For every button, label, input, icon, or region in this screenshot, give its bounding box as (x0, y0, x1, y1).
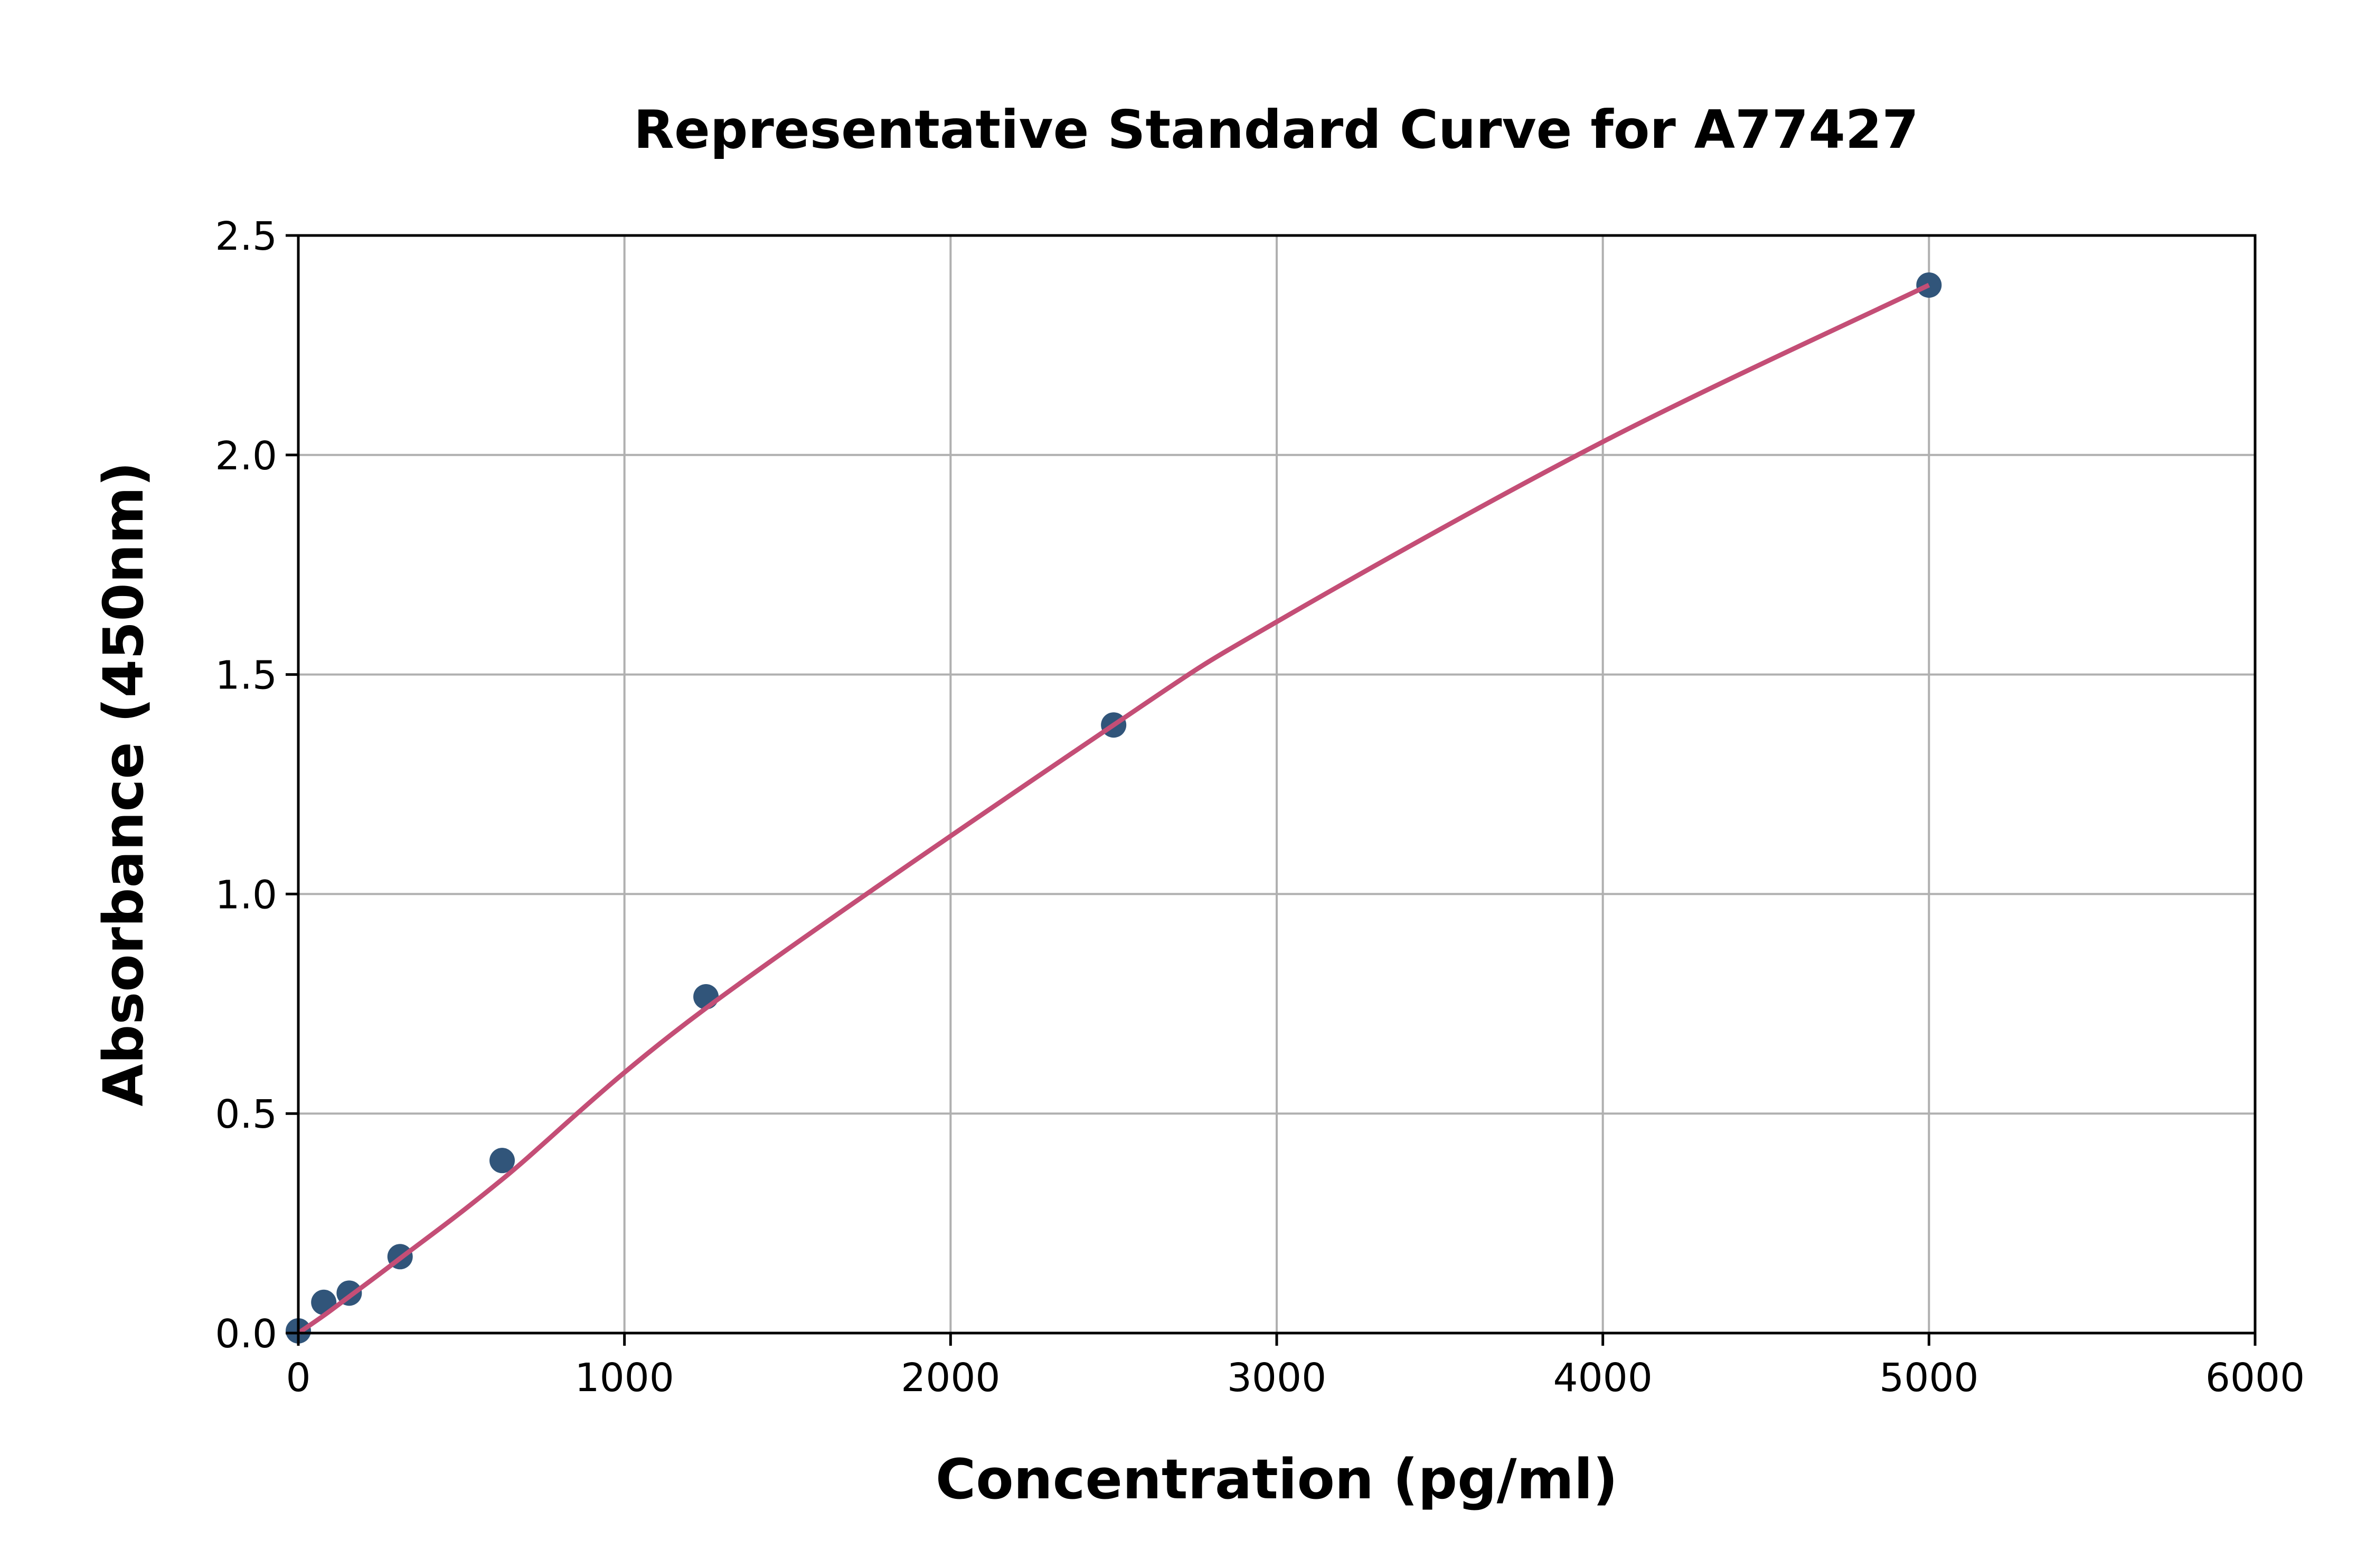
y-tick-label: 0.5 (215, 1092, 277, 1137)
y-tick-label: 1.0 (215, 872, 277, 918)
y-tick-label: 0.0 (215, 1311, 277, 1357)
x-tick-label: 3000 (1227, 1355, 1326, 1401)
y-axis-label: Absorbance (450nm) (91, 461, 156, 1106)
x-tick-label: 0 (286, 1355, 310, 1401)
y-axis-ticks: 0.0 0.5 1.0 1.5 2.0 2.5 (215, 214, 298, 1357)
fit-curve (297, 282, 1930, 1335)
x-tick-label: 4000 (1553, 1355, 1653, 1401)
y-tick-label: 2.0 (215, 433, 277, 479)
y-tick-label: 1.5 (215, 653, 277, 698)
y-tick-label: 2.5 (215, 214, 277, 259)
x-axis-ticks: 0 1000 2000 3000 4000 5000 6000 (286, 1333, 2305, 1401)
x-axis-label: Concentration (pg/ml) (936, 1447, 1618, 1512)
x-tick-label: 1000 (575, 1355, 674, 1401)
grid (297, 234, 2256, 1334)
x-tick-label: 2000 (901, 1355, 1000, 1401)
x-tick-label: 5000 (1879, 1355, 1978, 1401)
x-tick-label: 6000 (2205, 1355, 2305, 1401)
data-points (286, 272, 1942, 1344)
data-point (489, 1148, 515, 1174)
chart-title: Representative Standard Curve for A77427 (634, 99, 1919, 160)
fit-curve-layer (297, 282, 1930, 1335)
